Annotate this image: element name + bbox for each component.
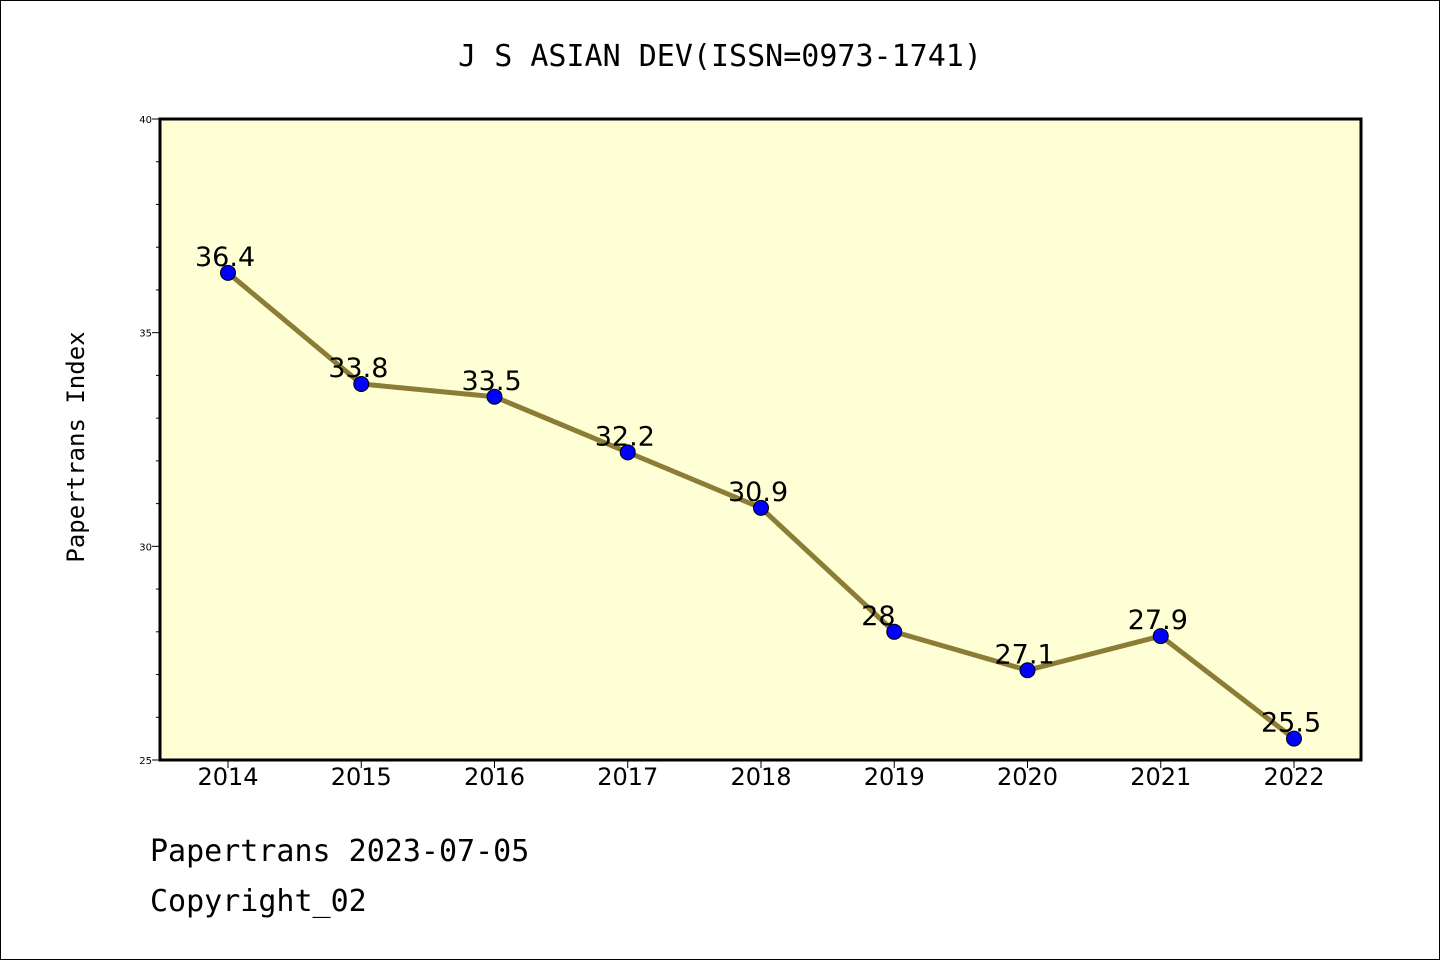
data-point <box>1286 730 1302 747</box>
x-tick-label: 2015 <box>331 763 392 791</box>
y-tick-label: 35 <box>139 329 152 340</box>
data-label: 30.9 <box>728 477 788 508</box>
data-label: 32.2 <box>595 421 655 452</box>
data-label: 25.5 <box>1261 708 1321 739</box>
chart-title: J S ASIAN DEV(ISSN=0973-1741) <box>458 39 982 74</box>
data-point <box>1019 662 1036 679</box>
data-point <box>353 375 370 392</box>
data-label: 33.8 <box>328 353 388 384</box>
x-tick-label: 2019 <box>864 763 925 791</box>
data-point <box>1152 628 1169 645</box>
data-point <box>486 388 503 405</box>
y-tick-label: 25 <box>139 756 152 767</box>
x-tick-label: 2021 <box>1130 763 1191 791</box>
data-point <box>619 444 636 461</box>
data-label: 27.1 <box>995 639 1055 670</box>
footer-copyright: Copyright_02 <box>150 884 367 919</box>
plot-area <box>158 117 1363 762</box>
data-point <box>220 264 236 281</box>
data-label: 33.5 <box>462 366 522 397</box>
data-label: 36.4 <box>195 242 255 273</box>
x-tick-label: 2014 <box>197 763 258 791</box>
y-tick-label: 30 <box>139 542 152 553</box>
data-labels: 36.4 33.8 33.5 32.2 30.9 28 27.1 27.9 25.5 <box>195 242 1321 739</box>
data-point <box>753 499 769 516</box>
data-label: 28 <box>861 601 895 632</box>
x-tick-label: 2017 <box>597 763 658 791</box>
x-tick-label: 2022 <box>1263 763 1324 791</box>
footer-date: Papertrans 2023-07-05 <box>150 834 530 869</box>
x-axis-ticks: 2014 2015 2016 2017 2018 2019 2020 2021 2022 <box>197 760 1325 791</box>
y-axis-label: Papertrans Index <box>62 331 90 562</box>
series-layer <box>220 264 1302 747</box>
data-point <box>886 623 903 640</box>
x-tick-label: 2020 <box>997 763 1058 791</box>
data-label: 27.9 <box>1128 605 1188 636</box>
y-tick-label: 40 <box>139 115 152 126</box>
x-tick-label: 2018 <box>730 763 791 791</box>
x-tick-label: 2016 <box>464 763 525 791</box>
y-axis-ticks: 25 30 35 40 <box>139 115 160 767</box>
